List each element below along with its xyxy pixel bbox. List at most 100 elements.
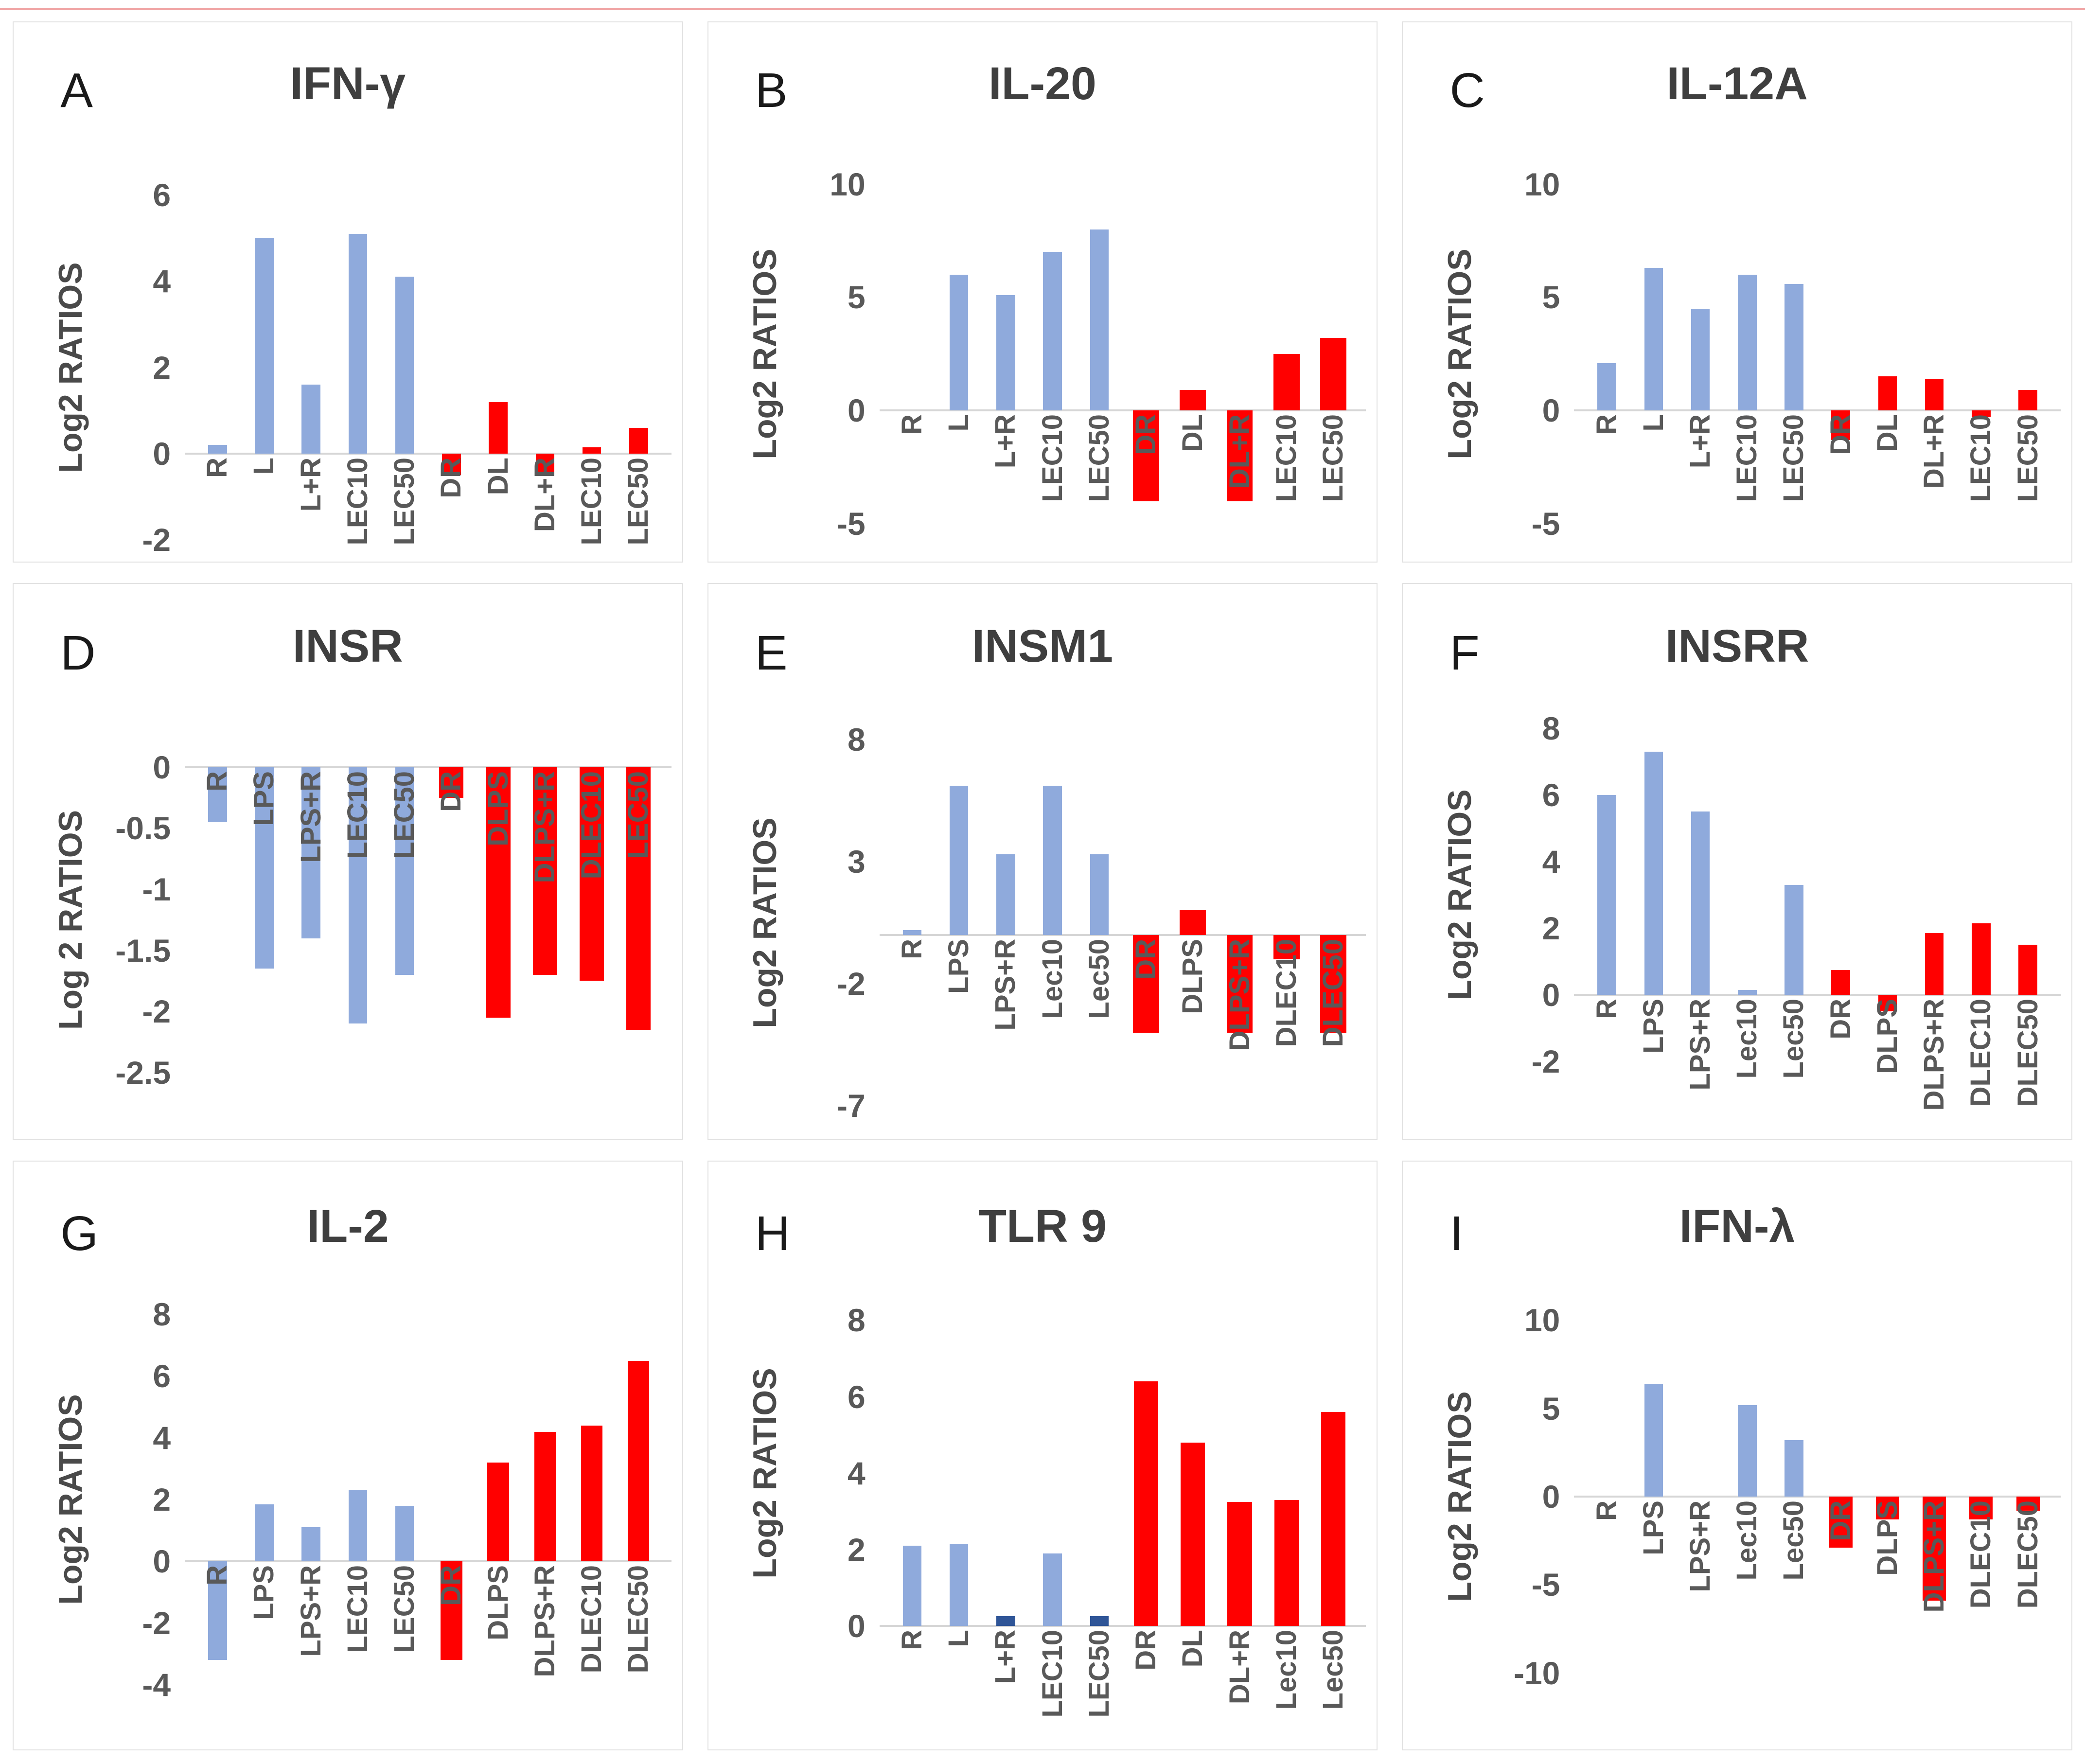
panel-b: B IL-20 Log2 RATIOS 10 5 0 -5 R L L+R LEC10 LEC50 DR… — [707, 21, 1378, 563]
x-tick-label: LEC10 — [1731, 414, 1763, 502]
x-tick-label: L — [943, 1630, 975, 1647]
x-axis-line — [184, 1560, 671, 1563]
plot-area: R L L+R LEC10 LEC50 DR DL DL+R LEC10 LEC50 — [184, 195, 671, 546]
bar-dl — [1181, 1442, 1205, 1626]
x-tick-label: DL — [1871, 414, 1903, 452]
plot-area: R LPS LPS+R LEC10 LEC50 DR DLPS DLPS+R DLEC10 DLE… — [184, 1314, 671, 1685]
x-tick-label-zone: DL+R — [1216, 414, 1263, 567]
x-tick-label-zone: DR — [428, 1565, 475, 1732]
bar-r — [902, 1546, 922, 1626]
x-tick-label: LEC50 — [389, 771, 421, 859]
x-tick-label-zone: LEC10 — [335, 771, 381, 909]
x-tick-label-zone: R — [1583, 414, 1630, 567]
x-tick-label-zone: L — [1630, 414, 1677, 567]
x-tick-label-zone: DLEC10 — [568, 1565, 615, 1732]
bar-lec10 — [1043, 1553, 1062, 1626]
x-tick-label-zone: LPS+R — [1677, 1500, 1724, 1659]
bar-lec50 — [1785, 884, 1803, 995]
y-tick-label: 0 — [153, 1543, 171, 1580]
x-tick-label: DL+R — [1223, 1630, 1255, 1705]
bar-r — [1597, 794, 1616, 995]
x-tick-label-zone: DLPS — [1169, 939, 1216, 1104]
x-tick-label: Lec50 — [1317, 1630, 1349, 1710]
x-tick-label-zone: L — [936, 1630, 982, 1764]
x-tick-label-zone: DLPS+R — [1911, 1500, 1958, 1659]
bar-dr — [1831, 970, 1850, 995]
x-tick-label-zone: Lec10 — [1724, 1500, 1770, 1659]
y-tick-label: 0 — [847, 1608, 866, 1644]
x-tick-label: LEC10 — [1036, 414, 1068, 502]
x-tick-label-zone: DLEC50 — [2005, 1500, 2051, 1659]
x-tick-label: DLPS+R — [529, 1565, 561, 1677]
x-tick-label: DL+R — [529, 458, 561, 532]
x-tick-label-zone: LEC50 — [2005, 414, 2051, 567]
bar-dr — [1133, 935, 1159, 1033]
bar-dlec50 — [2016, 1497, 2040, 1511]
x-tick-label: R — [1590, 999, 1623, 1019]
x-tick-label: DL — [482, 458, 514, 495]
x-tick-label: DLEC50 — [2012, 999, 2044, 1107]
x-tick-label: L+R — [1684, 414, 1716, 469]
x-tick-label-zone: Lec10 — [1724, 999, 1770, 1148]
bar-l+r — [996, 295, 1015, 411]
y-tick-label: 6 — [153, 176, 171, 213]
chart-title: IL-2 — [306, 1200, 389, 1252]
x-tick-label-zone: LEC50 — [381, 1565, 428, 1732]
bar-dr — [442, 454, 461, 476]
x-tick-label-zone: LPS+R — [1677, 999, 1724, 1148]
x-tick-label-zone: DLEC50 — [1310, 939, 1357, 1104]
bar-dlps+r — [1925, 933, 1944, 995]
bar-lps — [949, 786, 969, 935]
y-tick-label: -4 — [142, 1667, 171, 1703]
panel-letter: C — [1449, 63, 1485, 118]
x-tick-label: LEC50 — [1083, 414, 1115, 502]
y-tick-label: 0 — [1542, 977, 1560, 1013]
x-tick-label: DR — [1824, 1500, 1856, 1541]
bar-lps+r — [301, 1527, 320, 1562]
bar-lec10 — [1274, 1499, 1299, 1626]
bar-lec50 — [395, 277, 414, 454]
x-tick-label: LEC10 — [1270, 414, 1302, 502]
x-tick-label-zone: DLPS — [1864, 1500, 1911, 1659]
x-tick-label: LEC50 — [389, 458, 421, 546]
panel-letter: G — [60, 1206, 99, 1261]
x-tick-label: LEC10 — [341, 1565, 373, 1653]
panel-g: G IL-2 Log2 RATIOS 8 6 4 2 0 -2 -4 R LPS LPS+R LEC10 L… — [13, 1161, 683, 1750]
x-tick-label: DLEC10 — [576, 771, 608, 880]
x-tick-label-zone: R — [889, 414, 936, 567]
y-tick-label: -1.5 — [115, 932, 171, 969]
bar-l+r — [301, 385, 320, 454]
x-tick-label-zone: DLEC10 — [1263, 939, 1310, 1104]
x-tick-label-zone: LPS — [241, 771, 287, 909]
x-axis-line — [184, 766, 671, 768]
panel-letter: D — [60, 626, 96, 681]
x-tick-label-zone: DLPS+R — [522, 1565, 568, 1732]
y-tick-label: 4 — [153, 263, 171, 300]
panel-letter: A — [60, 63, 93, 118]
y-tick-label: -1 — [142, 871, 171, 908]
x-tick-label: Lec50 — [1778, 999, 1810, 1079]
bar-dl+r — [1227, 1501, 1252, 1626]
bar-dl+r — [1226, 410, 1253, 501]
y-tick-label: 0 — [847, 392, 866, 429]
bar-l — [255, 238, 274, 454]
x-tick-label-zone: DL — [1864, 414, 1911, 567]
y-tick-label: 0 — [153, 436, 171, 472]
y-tick-label: 3 — [847, 843, 866, 880]
bar-lec10 — [1273, 353, 1300, 411]
x-tick-label: LEC50 — [1317, 414, 1349, 502]
y-tick-label: 5 — [847, 279, 866, 316]
x-tick-label-zone: DL+R — [1216, 1630, 1263, 1764]
bar-lec50 — [626, 767, 651, 1030]
x-tick-label: LEC10 — [341, 458, 373, 546]
x-tick-label: R — [201, 1565, 233, 1586]
y-tick-label: -5 — [1531, 1567, 1560, 1603]
top-border-line — [0, 8, 2085, 10]
x-tick-label: R — [1590, 1500, 1623, 1521]
x-tick-label-zone: LPS — [1630, 999, 1677, 1148]
bar-lps — [1644, 751, 1663, 995]
y-tick-label: 2 — [847, 1531, 866, 1568]
x-tick-label-zone: LEC10 — [1958, 414, 2004, 567]
x-tick-label-zone: Lec50 — [1770, 999, 1817, 1148]
bar-lec10 — [348, 233, 368, 454]
